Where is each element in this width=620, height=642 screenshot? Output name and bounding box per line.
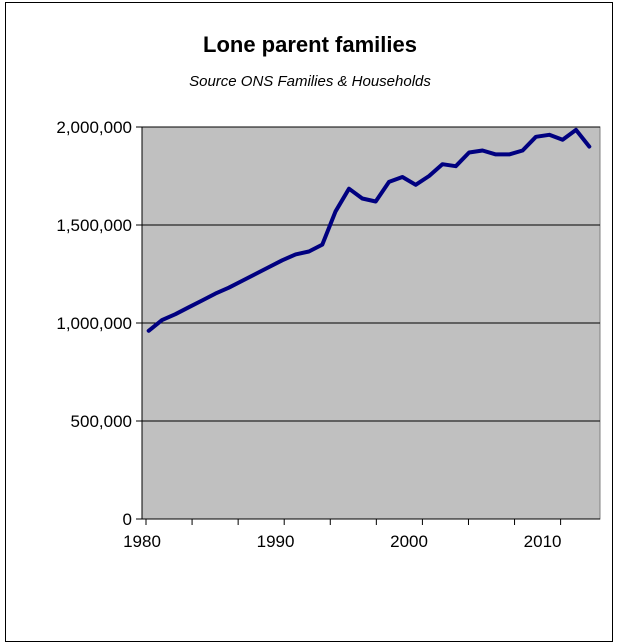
y-tick-label: 500,000 [71,412,132,431]
line-chart: 0 500,000 1,000,000 1,500,000 2,000,000 1980 1… [0,0,620,593]
y-tick-label: 1,000,000 [56,314,132,333]
x-tick-label: 1980 [123,532,161,551]
y-tick-label: 0 [123,510,132,529]
x-tick-label: 2010 [524,532,562,551]
y-tick-label: 1,500,000 [56,216,132,235]
x-tick-label: 2000 [390,532,428,551]
y-tick-label: 2,000,000 [56,118,132,137]
x-tick-label: 1990 [257,532,295,551]
